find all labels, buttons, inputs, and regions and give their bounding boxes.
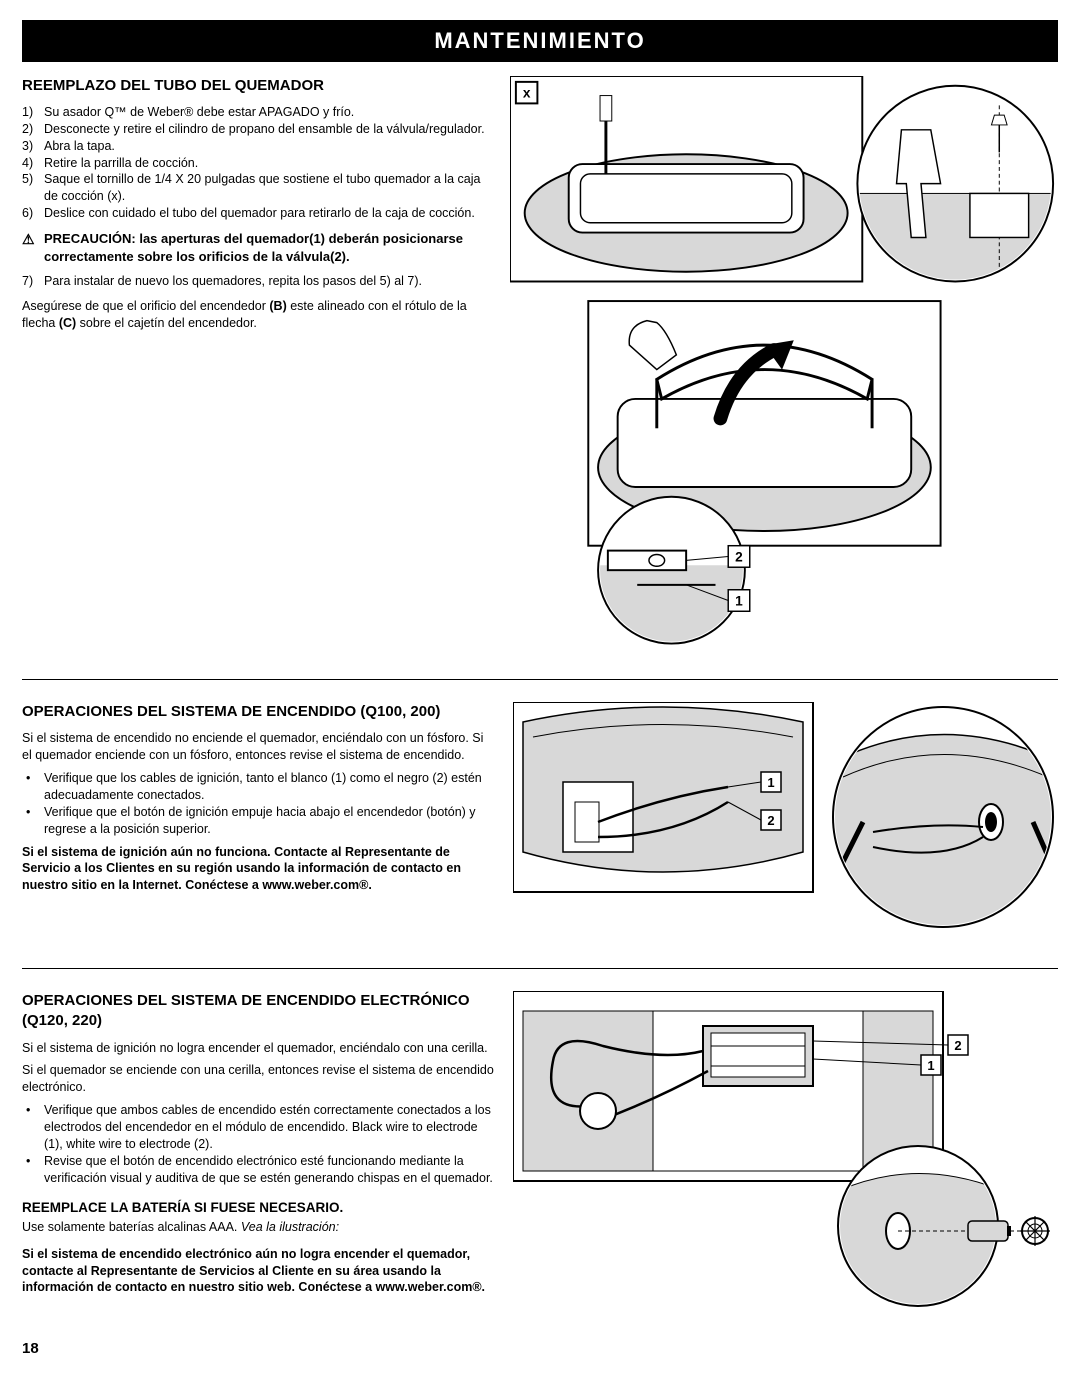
sec3-heading: OPERACIONES DEL SISTEMA DE ENCENDIDO ELE… bbox=[22, 991, 495, 1032]
sec1-steps-a: 1)Su asador Q™ de Weber® debe estar APAG… bbox=[22, 104, 492, 222]
svg-text:2: 2 bbox=[954, 1038, 961, 1053]
sec3-intro1: Si el sistema de ignición no logra encen… bbox=[22, 1040, 495, 1057]
sec3-figure: 1 2 bbox=[513, 991, 1058, 1311]
svg-text:2: 2 bbox=[767, 813, 774, 828]
warning-icon: ⚠ bbox=[22, 230, 35, 249]
sec1-note: Asegúrese de que el orificio del encende… bbox=[22, 298, 492, 332]
page-number: 18 bbox=[22, 1339, 1058, 1359]
sec3-subheading: REEMPLACE LA BATERÍA SI FUESE NECESARIO. bbox=[22, 1199, 495, 1217]
banner-title: MANTENIMIENTO bbox=[22, 20, 1058, 62]
sec2-intro: Si el sistema de encendido no enciende e… bbox=[22, 730, 495, 764]
section-ignition-q100: OPERACIONES DEL SISTEMA DE ENCENDIDO (Q1… bbox=[22, 702, 1058, 942]
sec1-figure: x bbox=[510, 76, 1058, 653]
sec2-heading: OPERACIONES DEL SISTEMA DE ENCENDIDO (Q1… bbox=[22, 702, 495, 722]
svg-text:1: 1 bbox=[927, 1058, 934, 1073]
sec2-bullets: Verifique que los cables de ignición, ta… bbox=[22, 770, 495, 838]
sec2-figure: 1 2 bbox=[513, 702, 1058, 942]
svg-text:2: 2 bbox=[735, 549, 743, 564]
divider bbox=[22, 679, 1058, 680]
divider bbox=[22, 968, 1058, 969]
sec3-intro2: Si el quemador se enciende con una ceril… bbox=[22, 1062, 495, 1096]
section-burner-tube: REEMPLAZO DEL TUBO DEL QUEMADOR 1)Su asa… bbox=[22, 76, 1058, 653]
sec3-bullets: Verifique que ambos cables de encendido … bbox=[22, 1102, 495, 1186]
svg-text:1: 1 bbox=[767, 775, 774, 790]
svg-text:1: 1 bbox=[735, 593, 743, 608]
sec1-steps-b: 7)Para instalar de nuevo los quemadores,… bbox=[22, 273, 492, 290]
sec3-closing: Si el sistema de encendido electrónico a… bbox=[22, 1246, 495, 1297]
battery-cap-icon bbox=[1020, 1216, 1050, 1246]
svg-text:x: x bbox=[523, 85, 531, 100]
sec2-closing: Si el sistema de ignición aún no funcion… bbox=[22, 844, 495, 895]
section-ignition-q120: OPERACIONES DEL SISTEMA DE ENCENDIDO ELE… bbox=[22, 991, 1058, 1311]
sec1-heading: REEMPLAZO DEL TUBO DEL QUEMADOR bbox=[22, 76, 492, 96]
sec1-warning: ⚠ PRECAUCIÓN: las aperturas del quemador… bbox=[22, 230, 492, 265]
sec3-subnote: Use solamente baterías alcalinas AAA. Ve… bbox=[22, 1219, 495, 1236]
